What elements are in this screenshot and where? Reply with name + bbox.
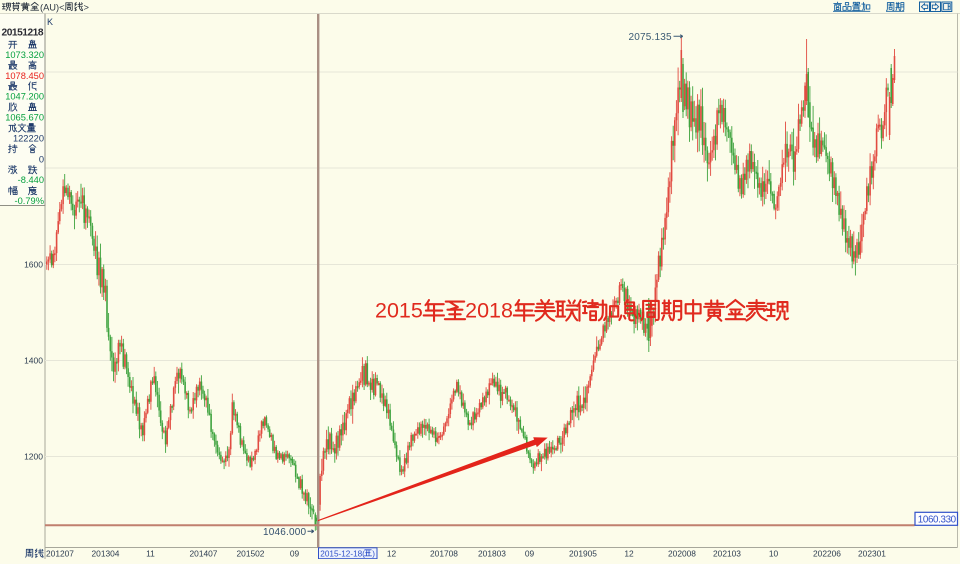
svg-text:12: 12 bbox=[624, 549, 634, 559]
svg-text:1073.320: 1073.320 bbox=[5, 50, 44, 60]
svg-text:-0.79%: -0.79% bbox=[15, 196, 44, 206]
svg-text:202103: 202103 bbox=[713, 549, 741, 559]
svg-text:201502: 201502 bbox=[237, 549, 265, 559]
svg-text:1046.000: 1046.000 bbox=[263, 527, 306, 538]
svg-text:202206: 202206 bbox=[813, 549, 841, 559]
svg-text:1600: 1600 bbox=[24, 260, 43, 270]
svg-text:0: 0 bbox=[39, 154, 44, 164]
svg-text:12: 12 bbox=[387, 549, 397, 559]
svg-text:202301: 202301 bbox=[858, 549, 886, 559]
svg-text:201905: 201905 bbox=[569, 549, 597, 559]
svg-text:K: K bbox=[47, 17, 53, 27]
svg-text:>: > bbox=[84, 2, 89, 12]
svg-text:2015: 2015 bbox=[375, 298, 423, 322]
svg-text:122220: 122220 bbox=[13, 134, 44, 144]
svg-text:2018: 2018 bbox=[465, 298, 513, 322]
svg-text:(AU)<: (AU)< bbox=[40, 2, 65, 12]
svg-text:2015-12-18(: 2015-12-18( bbox=[320, 549, 365, 558]
svg-text:2075.135: 2075.135 bbox=[629, 32, 672, 43]
svg-text:1078.450: 1078.450 bbox=[5, 71, 44, 81]
svg-text:09: 09 bbox=[290, 549, 300, 559]
svg-text:201207: 201207 bbox=[46, 549, 74, 559]
svg-text:1200: 1200 bbox=[24, 452, 43, 462]
svg-text:202008: 202008 bbox=[668, 549, 696, 559]
svg-text:1060.330: 1060.330 bbox=[918, 515, 957, 526]
svg-text:201803: 201803 bbox=[478, 549, 506, 559]
svg-text:): ) bbox=[372, 549, 375, 558]
svg-text:11: 11 bbox=[146, 549, 155, 559]
svg-text:10: 10 bbox=[769, 549, 779, 559]
svg-text:20151218: 20151218 bbox=[2, 28, 44, 39]
svg-text:201708: 201708 bbox=[430, 549, 458, 559]
svg-text:1400: 1400 bbox=[24, 356, 43, 366]
svg-text:201407: 201407 bbox=[190, 549, 218, 559]
svg-text:09: 09 bbox=[525, 549, 535, 559]
svg-text:1047.200: 1047.200 bbox=[5, 92, 44, 102]
svg-text:-8.440: -8.440 bbox=[18, 175, 44, 185]
svg-text:1065.670: 1065.670 bbox=[5, 113, 44, 123]
svg-text:201304: 201304 bbox=[92, 549, 120, 559]
